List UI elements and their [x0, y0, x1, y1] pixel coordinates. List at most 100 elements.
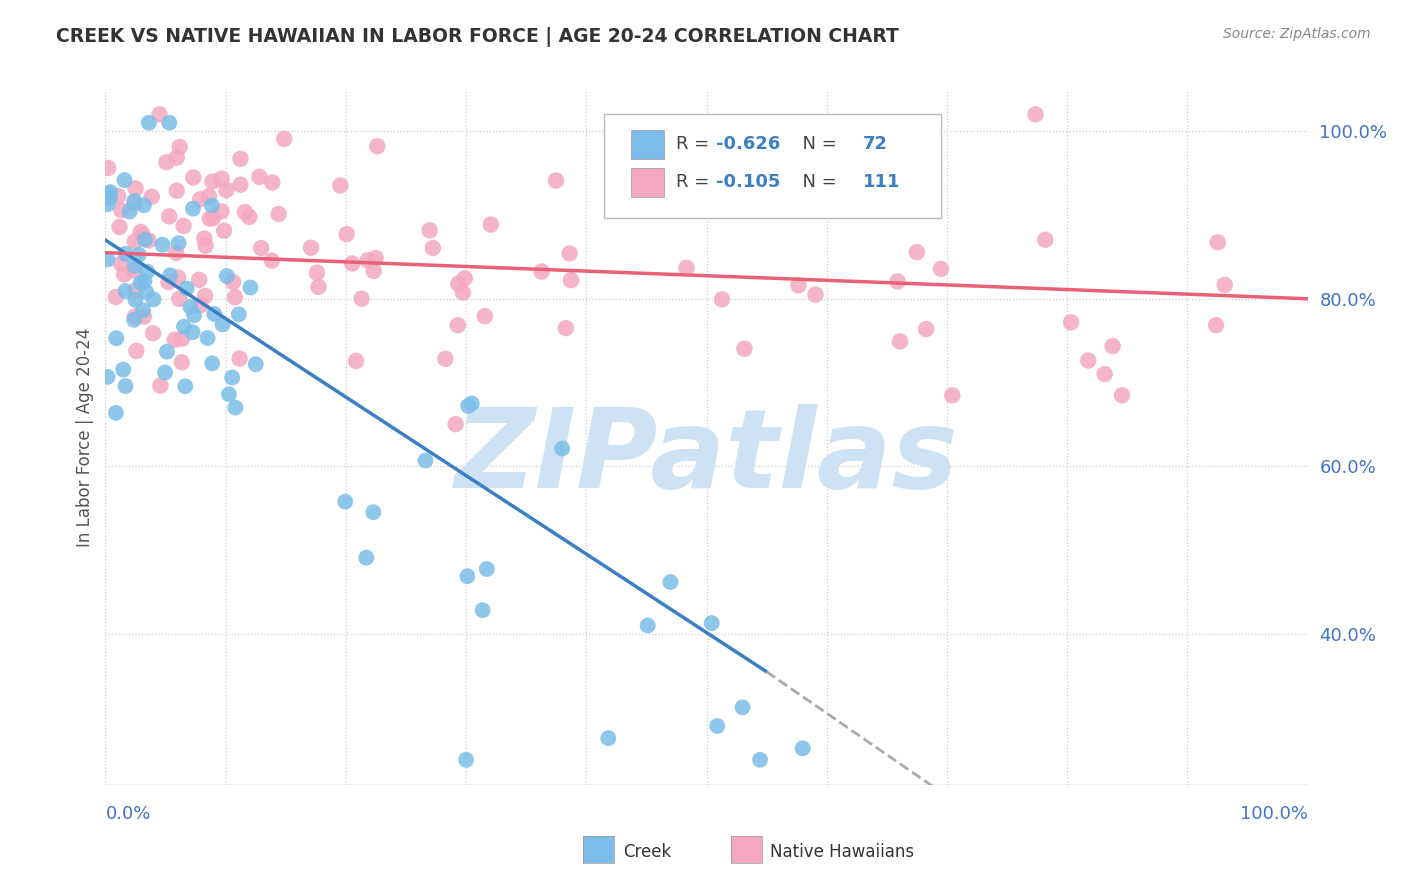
- Point: [132, 303, 155, 318]
- Point: [124, 235, 146, 249]
- Point: [124, 181, 146, 195]
- Point: [167, 236, 190, 251]
- Point: [262, 176, 284, 190]
- Point: [700, 616, 723, 631]
- Point: [419, 223, 441, 237]
- Point: [197, 331, 219, 345]
- Point: [215, 183, 238, 197]
- Point: [444, 417, 467, 432]
- Point: [125, 343, 148, 358]
- Point: [749, 753, 772, 767]
- Text: R =: R =: [676, 136, 716, 153]
- Point: [1033, 233, 1056, 247]
- Point: [166, 151, 188, 165]
- Point: [479, 218, 502, 232]
- Point: [136, 264, 159, 278]
- Point: [98, 185, 121, 199]
- Point: [454, 753, 477, 767]
- Point: [224, 290, 246, 304]
- Text: 72: 72: [863, 136, 887, 153]
- Point: [228, 351, 250, 366]
- Point: [456, 569, 478, 583]
- Text: 111: 111: [863, 173, 900, 192]
- Point: [129, 225, 152, 239]
- Point: [530, 264, 553, 278]
- Point: [336, 227, 359, 241]
- Point: [188, 273, 211, 287]
- Point: [181, 202, 204, 216]
- Point: [229, 152, 252, 166]
- Point: [305, 266, 328, 280]
- Point: [560, 273, 582, 287]
- Point: [167, 292, 190, 306]
- Point: [153, 366, 176, 380]
- Point: [364, 251, 387, 265]
- Point: [124, 259, 146, 273]
- Point: [218, 387, 240, 401]
- Point: [731, 700, 754, 714]
- Point: [1213, 277, 1236, 292]
- Point: [239, 280, 262, 294]
- Point: [98, 191, 121, 205]
- Text: N =: N =: [790, 136, 842, 153]
- Point: [211, 318, 233, 332]
- Text: N =: N =: [790, 173, 842, 192]
- Point: [148, 107, 170, 121]
- Text: Creek: Creek: [623, 843, 671, 861]
- Point: [142, 326, 165, 341]
- Point: [202, 211, 225, 225]
- Point: [637, 618, 659, 632]
- Point: [97, 197, 120, 211]
- Point: [104, 406, 127, 420]
- Point: [155, 155, 177, 169]
- Point: [554, 321, 576, 335]
- Point: [201, 198, 224, 212]
- Point: [114, 284, 136, 298]
- Point: [108, 220, 131, 235]
- Point: [132, 227, 155, 242]
- Point: [176, 281, 198, 295]
- Point: [165, 245, 187, 260]
- Point: [97, 370, 120, 384]
- Point: [138, 116, 160, 130]
- Point: [1094, 367, 1116, 381]
- Point: [544, 173, 567, 187]
- Point: [471, 603, 494, 617]
- Point: [194, 238, 217, 252]
- Point: [156, 344, 179, 359]
- Point: [233, 205, 256, 219]
- Point: [170, 332, 193, 346]
- Text: CREEK VS NATIVE HAWAIIAN IN LABOR FORCE | AGE 20-24 CORRELATION CHART: CREEK VS NATIVE HAWAIIAN IN LABOR FORCE …: [56, 27, 898, 46]
- Point: [122, 312, 145, 326]
- Point: [804, 287, 827, 301]
- Text: Native Hawaiians: Native Hawaiians: [770, 843, 915, 861]
- Point: [96, 252, 118, 267]
- Point: [157, 210, 180, 224]
- FancyBboxPatch shape: [631, 129, 665, 159]
- Point: [138, 234, 160, 248]
- Point: [299, 241, 322, 255]
- Point: [1206, 235, 1229, 250]
- Point: [221, 370, 243, 384]
- Point: [229, 178, 252, 192]
- Point: [124, 293, 146, 307]
- Point: [457, 399, 479, 413]
- Point: [1077, 353, 1099, 368]
- Point: [193, 231, 215, 245]
- Point: [475, 562, 498, 576]
- Point: [1101, 339, 1123, 353]
- Point: [152, 237, 174, 252]
- Point: [212, 224, 235, 238]
- Point: [163, 333, 186, 347]
- Point: [194, 289, 217, 303]
- Point: [889, 334, 911, 349]
- Point: [366, 139, 388, 153]
- Point: [110, 203, 132, 218]
- Point: [1024, 107, 1046, 121]
- Point: [122, 263, 145, 277]
- Point: [132, 310, 155, 324]
- Point: [551, 442, 574, 456]
- Point: [169, 140, 191, 154]
- Point: [350, 292, 373, 306]
- Point: [157, 116, 180, 130]
